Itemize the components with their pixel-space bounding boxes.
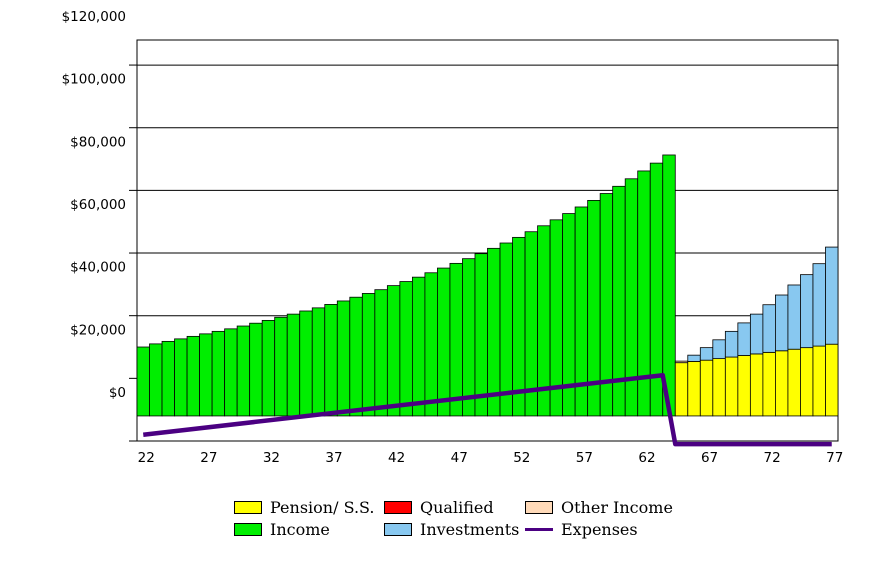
bar-other-income (674, 360, 689, 364)
bar-income (474, 253, 488, 417)
bar-income (211, 330, 226, 417)
legend-label-qualified: Qualified (420, 497, 494, 517)
chart-svg: $0 $20,000 $40,000 $60,000 $80,000 $100,000 $1… (62, 9, 844, 466)
bar-pension-s-s (687, 361, 701, 417)
legend-label-investments: Investments (420, 519, 520, 539)
x-tick-label: 62 (638, 450, 655, 466)
chart-legend: Pension/ S.S. Income Qualified Investmen… (232, 497, 702, 541)
legend-item-expenses: Expenses (525, 519, 638, 539)
bar-income (299, 310, 313, 417)
bar-investments (712, 339, 726, 360)
bar-pension-s-s (775, 350, 789, 417)
y-tick-label: $40,000 (70, 260, 126, 276)
legend-item-qualified: Qualified (384, 497, 494, 517)
legend-swatch-qualified (384, 500, 412, 514)
bar-income (236, 325, 251, 417)
bar-income (186, 335, 200, 417)
bar-income (487, 247, 501, 417)
bar-income (324, 304, 338, 417)
bar-pension-s-s (737, 355, 751, 417)
legend-swatch-other-income (525, 500, 553, 514)
bar-investments (749, 313, 764, 355)
bar-income (261, 319, 276, 417)
y-tick-label: $0 (109, 385, 126, 401)
bar-investments (812, 263, 826, 347)
bar-pension-s-s (825, 343, 839, 417)
bar-pension-s-s (800, 347, 814, 417)
bar-pension-s-s (699, 359, 714, 417)
x-tick-label: 72 (764, 450, 781, 466)
x-tick-label: 27 (200, 450, 217, 466)
legend-swatch-income (234, 522, 262, 536)
bar-pension-s-s (787, 348, 801, 417)
bar-income (462, 258, 476, 417)
bar-income (499, 242, 513, 417)
bar-investments (699, 347, 714, 361)
bar-income (449, 262, 463, 417)
x-tick-label: 52 (513, 450, 530, 466)
bar-pension-s-s (712, 358, 726, 417)
legend-label-income: Income (270, 519, 330, 539)
legend-item-other-income: Other Income (525, 497, 673, 517)
x-tick-label: 37 (325, 450, 342, 466)
bar-investments (737, 322, 751, 356)
bar-investments (762, 304, 776, 353)
bar-income (424, 272, 438, 417)
x-tick-label: 67 (701, 450, 718, 466)
bar-income (149, 343, 163, 417)
legend-item-pension: Pension/ S.S. (234, 497, 375, 517)
legend-label-pension: Pension/ S.S. (270, 497, 375, 517)
legend-swatch-pension (234, 500, 262, 514)
expenses-line (143, 372, 832, 447)
legend-label-expenses: Expenses (561, 519, 638, 539)
bar-income (386, 285, 401, 417)
bar-pension-s-s (749, 353, 764, 417)
bar-income (399, 281, 413, 417)
bar-income (311, 307, 326, 417)
bar-investments (724, 330, 739, 358)
legend-item-investments: Investments (384, 519, 519, 539)
bar-income (249, 322, 263, 417)
bar-income (136, 346, 150, 417)
x-tick-label: 47 (451, 450, 468, 466)
y-tick-label: $120,000 (62, 9, 126, 25)
bar-investments (787, 284, 801, 350)
y-tick-label: $80,000 (70, 134, 126, 150)
legend-item-income: Income (234, 519, 330, 539)
bar-income (161, 340, 175, 417)
legend-line-expenses (525, 527, 553, 531)
bar-investments (800, 274, 814, 349)
y-tick-label: $60,000 (70, 197, 126, 213)
bar-investments (687, 354, 701, 362)
x-tick-label: 57 (576, 450, 593, 466)
bar-income (199, 333, 213, 417)
bar-investments (775, 294, 789, 352)
bar-income (336, 300, 351, 417)
bar-income (349, 296, 363, 417)
x-tick-label: 42 (388, 450, 405, 466)
bar-income (286, 313, 301, 417)
bar-pension-s-s (674, 362, 689, 417)
bar-income (437, 267, 451, 417)
bar-income (174, 338, 188, 417)
bar-income (374, 289, 388, 417)
y-tick-label: $20,000 (70, 322, 126, 338)
bar-income (361, 293, 376, 417)
legend-swatch-investments (384, 522, 412, 536)
bar-pension-s-s (812, 345, 826, 417)
x-tick-label: 77 (826, 450, 843, 466)
x-tick-label: 22 (138, 450, 155, 466)
bar-income (411, 276, 426, 417)
bar-pension-s-s (724, 356, 739, 417)
y-tick-label: $100,000 (62, 72, 126, 88)
x-tick-label: 32 (263, 450, 280, 466)
bar-income (224, 328, 238, 417)
bar-investments (825, 246, 839, 345)
bar-pension-s-s (762, 351, 776, 417)
legend-label-other-income: Other Income (561, 497, 673, 517)
bar-income (274, 316, 288, 417)
